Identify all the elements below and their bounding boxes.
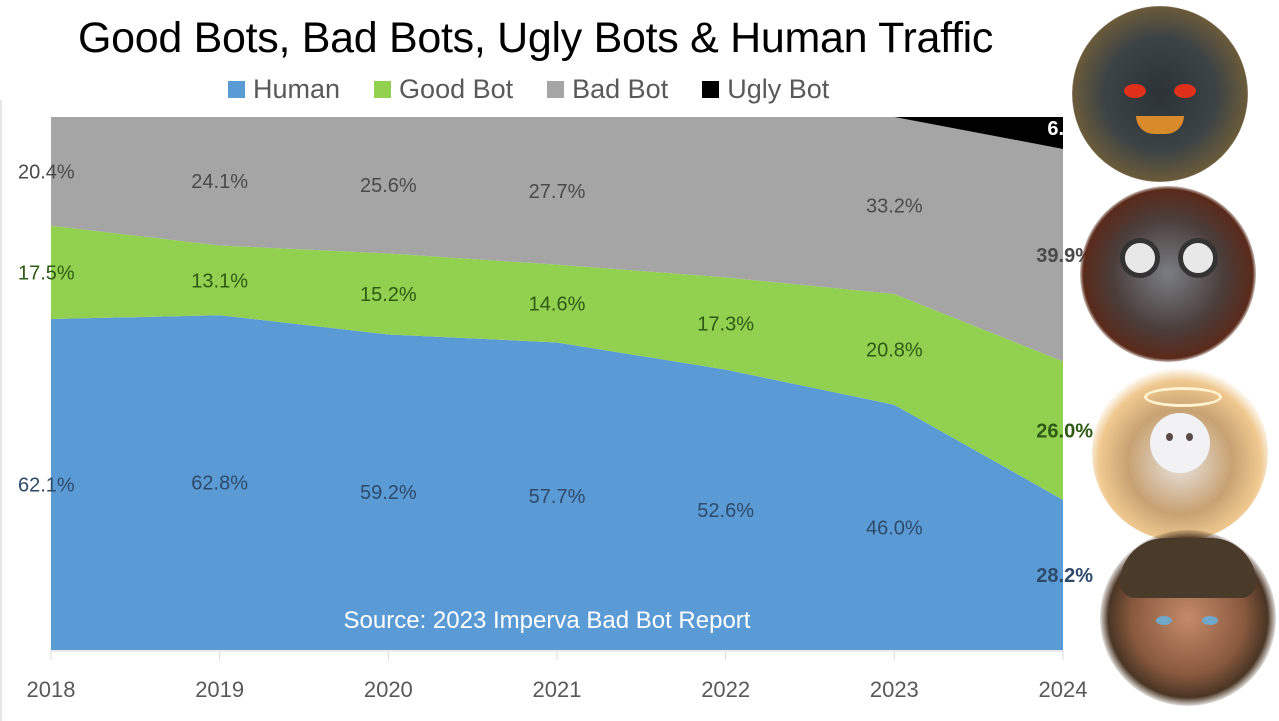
data-label-human: 28.2%: [1036, 565, 1093, 587]
data-label-bad-bot: 39.9%: [1036, 245, 1093, 267]
area-layers: [51, 117, 1063, 650]
chart-legend: Human Good Bot Bad Bot Ugly Bot: [228, 74, 829, 105]
halo: [1144, 387, 1222, 407]
human-hair: [1120, 538, 1256, 598]
demon-eye-left: [1124, 84, 1146, 98]
owl-eye-right: [1178, 238, 1218, 278]
data-label-good-bot: 13.1%: [191, 270, 248, 292]
legend-item-human: Human: [228, 74, 340, 105]
x-tick-label: 2022: [701, 677, 750, 702]
data-label-bad-bot: 27.7%: [529, 181, 586, 203]
x-tick-label: 2020: [364, 677, 413, 702]
data-label-bad-bot: 20.4%: [18, 161, 75, 183]
human-face-avatar: [1100, 530, 1276, 706]
data-label-bad-bot: 33.2%: [866, 195, 923, 217]
legend-swatch-bad-bot: [547, 81, 565, 98]
ugly-bot-demon-avatar: [1072, 6, 1248, 182]
data-label-human: 62.1%: [18, 475, 75, 497]
data-label-good-bot: 26.0%: [1036, 421, 1093, 443]
x-tick-label: 2021: [533, 677, 582, 702]
data-label-human: 52.6%: [697, 500, 754, 522]
legend-label-good-bot: Good Bot: [399, 74, 514, 104]
legend-swatch-human: [228, 81, 245, 98]
legend-label-human: Human: [253, 74, 341, 104]
legend-label-ugly-bot: Ugly Bot: [727, 74, 830, 104]
demon-eye-right: [1174, 84, 1196, 98]
demon-mouth: [1136, 116, 1184, 134]
area-human: [51, 315, 1063, 650]
source-annotation: Source: 2023 Imperva Bad Bot Report: [344, 607, 751, 634]
bad-bot-owl-avatar: [1080, 186, 1256, 362]
angel-eye-left: [1166, 433, 1173, 441]
owl-eye-left: [1120, 238, 1160, 278]
data-label-bad-bot: 24.1%: [191, 171, 248, 193]
data-label-human: 59.2%: [360, 482, 417, 504]
legend-item-ugly-bot: Ugly Bot: [702, 74, 829, 105]
area-bad-bot: [51, 117, 1063, 362]
x-tick-label: 2023: [870, 677, 919, 702]
good-bot-angel-avatar: [1092, 365, 1268, 541]
data-label-good-bot: 17.5%: [18, 262, 75, 284]
legend-swatch-ugly-bot: [702, 81, 720, 98]
x-tick-label: 2018: [27, 677, 76, 702]
x-tick-label: 2024: [1039, 677, 1088, 702]
data-label-human: 62.8%: [191, 473, 248, 495]
x-tick-label: 2019: [195, 677, 244, 702]
legend-label-bad-bot: Bad Bot: [572, 74, 669, 104]
area-good-bot: [51, 225, 1063, 500]
data-label-human: 46.0%: [866, 517, 923, 539]
human-eye-left: [1156, 616, 1172, 625]
x-axis: 2018 2019 2020 2021 2022 2023 2024: [27, 650, 1088, 702]
chart-frame-edge: [0, 100, 2, 721]
data-label-good-bot: 14.6%: [529, 294, 586, 316]
angel-head: [1150, 413, 1210, 473]
data-labels: 62.1% 62.8% 59.2% 57.7% 52.6% 46.0% 28.2% 17.5%…: [18, 118, 1093, 587]
legend-item-bad-bot: Bad Bot: [547, 74, 668, 105]
chart-title: Good Bots, Bad Bots, Ugly Bots & Human T…: [78, 14, 994, 62]
area-ugly-bot: [51, 117, 1063, 149]
data-label-human: 57.7%: [529, 486, 586, 508]
legend-swatch-good-bot: [374, 81, 392, 98]
data-label-bad-bot: 25.6%: [360, 175, 417, 197]
human-eye-right: [1202, 616, 1218, 625]
angel-eye-right: [1186, 433, 1193, 441]
data-label-good-bot: 17.3%: [697, 314, 754, 336]
data-label-good-bot: 20.8%: [866, 339, 923, 361]
data-label-good-bot: 15.2%: [360, 284, 417, 306]
legend-item-good-bot: Good Bot: [374, 74, 513, 105]
